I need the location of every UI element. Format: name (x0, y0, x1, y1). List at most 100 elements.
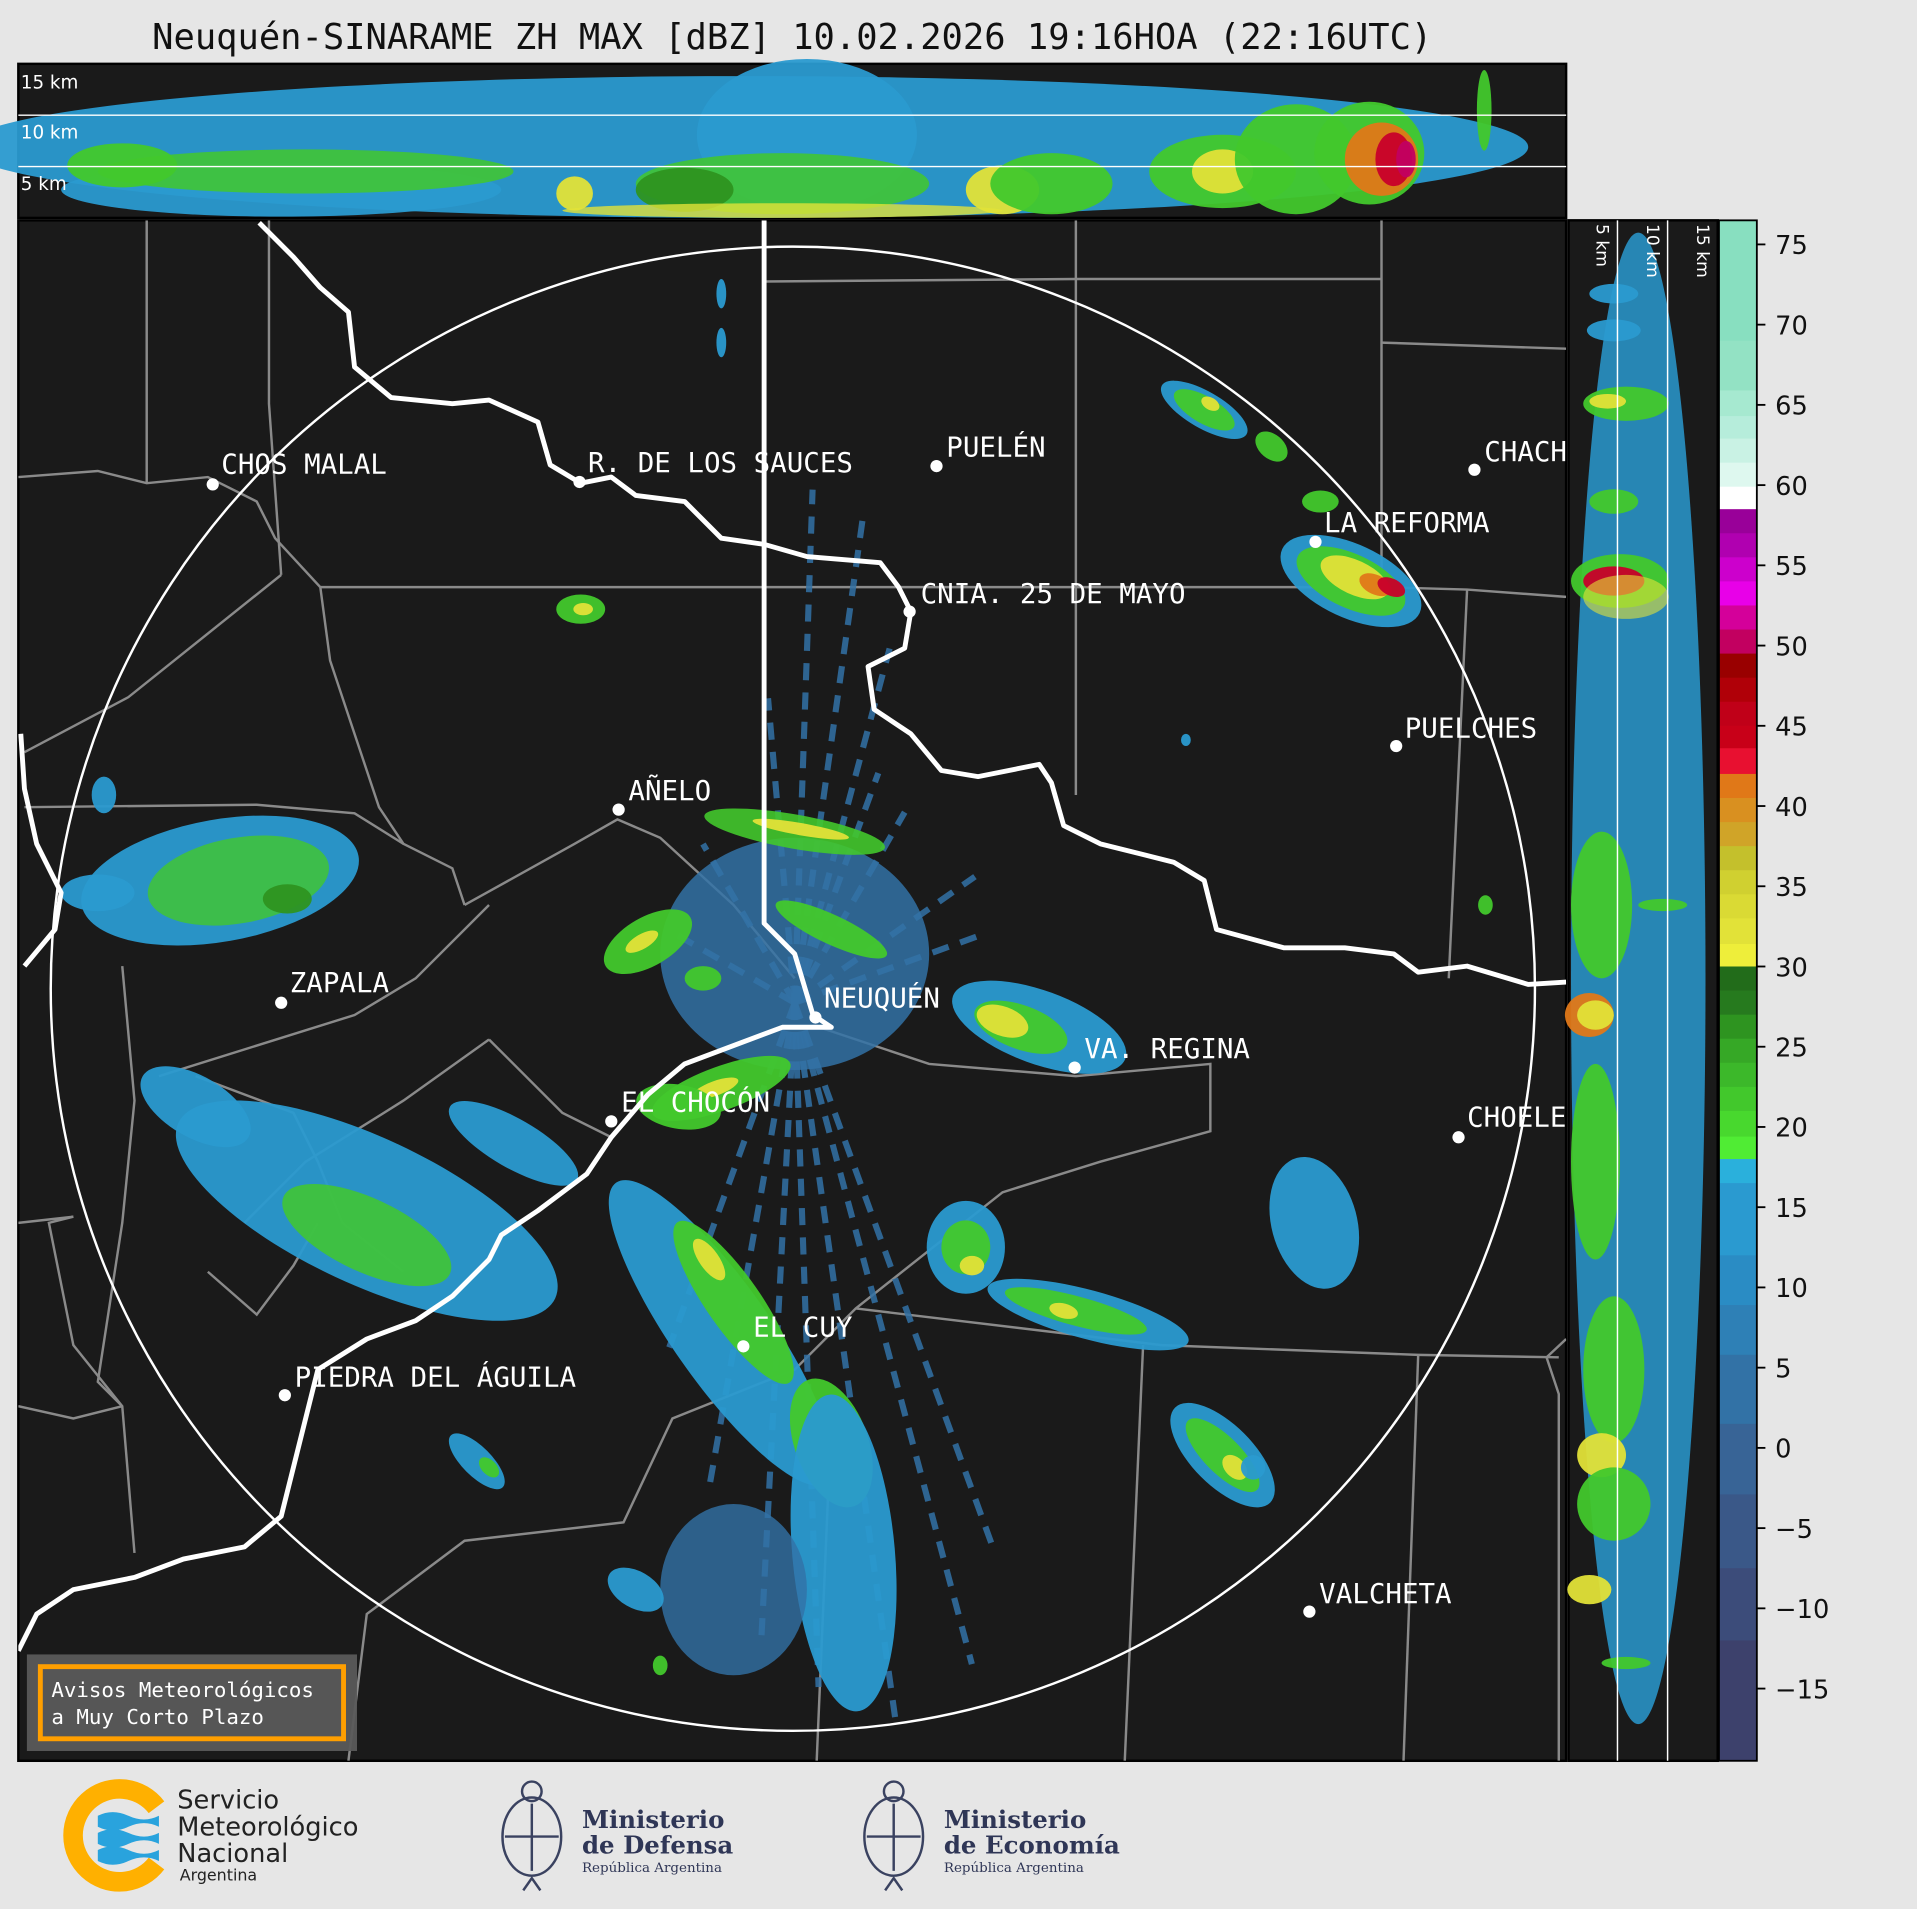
radar-echo (1589, 489, 1639, 514)
radar-echo (959, 1255, 985, 1276)
coat-of-arms-icon (863, 1780, 925, 1892)
colorbar-tick-label: 15 (1775, 1194, 1808, 1224)
side-height-label-5km: 5 km (1592, 224, 1612, 267)
svg-text:NEUQUÉN: NEUQUÉN (824, 981, 940, 1015)
colorbar-bin (1718, 1110, 1757, 1138)
colorbar-bin (1718, 557, 1757, 583)
city-el-chocon: EL CHOCÓN (605, 1085, 770, 1128)
radar-echo (573, 603, 593, 616)
colorbar-bin (1718, 822, 1757, 847)
radar-echo (1049, 1302, 1078, 1319)
radar-echo (1377, 577, 1406, 598)
colorbar-bin (1718, 894, 1757, 920)
colorbar-tick-label: 5 (1775, 1354, 1791, 1384)
city-la-reforma: LA REFORMA (1309, 507, 1490, 548)
svg-text:PUELCHES: PUELCHES (1405, 712, 1537, 744)
city-rincon-de-los-sauces: R. DE LOS SAUCES (573, 447, 853, 489)
notice-box[interactable]: Avisos Meteorológicos a Muy Corto Plazo (26, 1654, 357, 1752)
colorbar-tick-label: 45 (1775, 713, 1808, 743)
radar-echo-streak (791, 1001, 999, 1556)
city-villa-regina: VA. REGINA (1068, 1033, 1250, 1074)
colorbar-tick-label: 0 (1775, 1435, 1791, 1465)
svg-text:AÑELO: AÑELO (628, 773, 711, 807)
colorbar-bin (1718, 918, 1757, 945)
radar-echo (1181, 733, 1191, 747)
radar-echo (67, 143, 178, 188)
radar-echo (692, 1238, 726, 1281)
radar-echo-streak (791, 1002, 900, 1730)
colorbar-bin (1718, 509, 1757, 534)
side-height-label-15km: 15 km (1692, 224, 1712, 278)
economia-line-3: República Argentina (944, 1861, 1084, 1876)
colorbar-bin (1718, 748, 1757, 775)
side-panel-echoes (1564, 232, 1706, 1725)
city-markers: CHOS MALAL R. DE LOS SAUCES PUELÉN CHACH… (206, 429, 1566, 1618)
radar-echo (478, 1457, 500, 1478)
colorbar-bin (1718, 416, 1757, 440)
radar-echo (1567, 1574, 1612, 1605)
smn-waves-icon (97, 1812, 159, 1865)
svg-text:EL CUY: EL CUY (753, 1312, 853, 1344)
colorbar-bin (1718, 870, 1757, 896)
colorbar-bin (1718, 462, 1757, 488)
city-piedra-del-aguila: PIEDRA DEL ÁGUILA (278, 1360, 577, 1402)
city-chachahruen: CHACH (1468, 436, 1566, 476)
radar-echo (1396, 140, 1416, 178)
city-valcheta: VALCHETA (1303, 1578, 1452, 1618)
notice-line-1: Avisos Meteorológicos (51, 1678, 314, 1702)
radar-echo (91, 776, 117, 814)
svg-text:VALCHETA: VALCHETA (1319, 1578, 1452, 1610)
colorbar-tick-label: 65 (1775, 392, 1808, 422)
radar-echo (1240, 1455, 1266, 1480)
colorbar-bin (1718, 1038, 1757, 1064)
svg-text:CNIA. 25 DE MAYO: CNIA. 25 DE MAYO (921, 578, 1186, 610)
colorbar-tick-label: 30 (1775, 953, 1808, 983)
radar-echo (608, 1180, 834, 1486)
colorbar-bin (1718, 1086, 1757, 1112)
radar-echo (1638, 898, 1688, 912)
figure-title: Neuquén-SINARAME ZH MAX [dBZ] 10.02.2026… (152, 17, 1432, 58)
radar-echo (1586, 319, 1641, 342)
radar-echo (1583, 574, 1669, 619)
colorbar-bin (1718, 486, 1757, 510)
colorbar-bin (1718, 1183, 1757, 1257)
colorbar-bin (1718, 966, 1757, 992)
colorbar-tick-label: 55 (1775, 552, 1808, 582)
svg-text:PUELÉN: PUELÉN (946, 429, 1045, 463)
economia-line-2: de Economía (944, 1831, 1120, 1860)
colorbar-bin (1718, 701, 1757, 727)
radar-echo (1476, 69, 1492, 151)
height-label-10km: 10 km (21, 122, 79, 143)
notice-line-2: a Muy Corto Plazo (51, 1705, 264, 1729)
smn-ring-icon (63, 1779, 165, 1892)
colorbar-bin (1718, 605, 1757, 631)
colorbar-bin (1718, 581, 1757, 607)
colorbar-bin (1718, 220, 1757, 342)
colorbar-tick-label: 50 (1775, 632, 1808, 662)
radar-echo (556, 176, 593, 211)
radar-echo (1571, 831, 1633, 979)
radar-echo (1577, 1000, 1614, 1030)
colorbar-bin (1718, 944, 1757, 968)
colorbar-bin (1718, 798, 1757, 823)
radar-echo (976, 1004, 1029, 1038)
colorbar-bin (1718, 1014, 1757, 1040)
smn-logo: Servicio Meteorológico Nacional Argentin… (63, 1779, 358, 1892)
svg-text:LA REFORMA: LA REFORMA (1324, 507, 1490, 539)
radar-echo (140, 1066, 251, 1148)
colorbar-bin (1718, 725, 1757, 750)
side-height-label-10km: 10 km (1642, 224, 1662, 278)
colorbar-tick-label: 10 (1775, 1274, 1808, 1304)
radar-echo (562, 203, 1003, 218)
radar-echo (716, 327, 727, 358)
side-cross-section-panel: 5 km 10 km 15 km (1564, 219, 1719, 1763)
defensa-line-1: Ministerio (582, 1805, 724, 1834)
svg-text:PIEDRA DEL ÁGUILA: PIEDRA DEL ÁGUILA (295, 1360, 577, 1394)
radar-echo (1577, 1433, 1627, 1478)
colorbar-bin (1718, 438, 1757, 464)
radar-echo (990, 153, 1113, 215)
radar-echo (1601, 1656, 1651, 1670)
radar-range-ring (49, 245, 1537, 1733)
colorbar-bin (1718, 340, 1757, 392)
